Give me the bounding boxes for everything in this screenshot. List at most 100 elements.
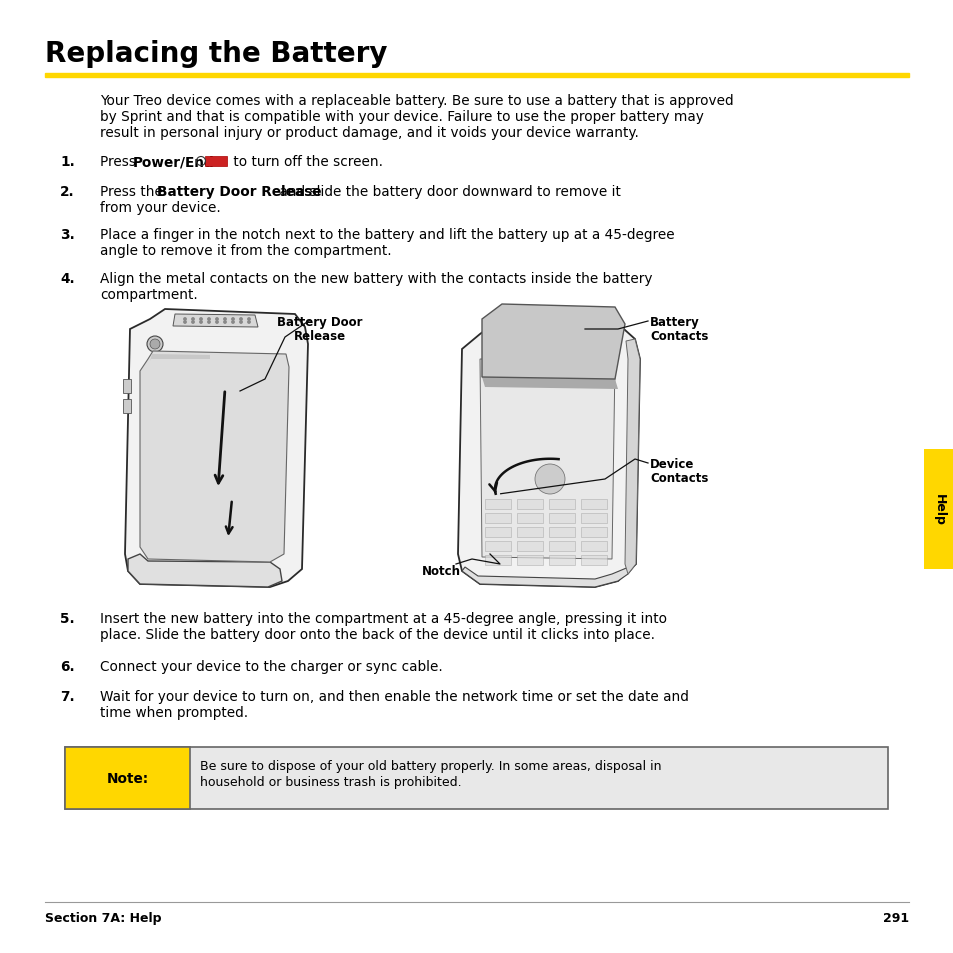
Bar (517, 556, 542, 565)
Circle shape (548, 331, 551, 333)
Text: time when prompted.: time when prompted. (100, 705, 248, 720)
Text: 4.: 4. (60, 272, 75, 286)
Bar (205, 157, 227, 167)
Bar (484, 541, 511, 552)
Text: Section 7A: Help: Section 7A: Help (45, 911, 161, 924)
Circle shape (208, 321, 210, 324)
Circle shape (580, 328, 582, 330)
Circle shape (532, 331, 535, 333)
Text: Battery: Battery (649, 315, 699, 329)
Text: to turn off the screen.: to turn off the screen. (229, 154, 382, 169)
Bar (123, 399, 131, 414)
Bar (484, 556, 511, 565)
Bar (548, 541, 575, 552)
Circle shape (248, 318, 250, 321)
Bar (580, 527, 606, 537)
Circle shape (564, 331, 567, 333)
Bar (45, 74, 908, 77)
Text: Contacts: Contacts (649, 330, 708, 343)
Circle shape (150, 339, 160, 350)
Bar (484, 527, 511, 537)
Bar (548, 556, 575, 565)
Circle shape (184, 321, 186, 324)
Circle shape (557, 328, 558, 330)
Text: Battery Door Release: Battery Door Release (157, 185, 321, 199)
Polygon shape (150, 355, 210, 361)
Circle shape (572, 328, 575, 330)
Text: Wait for your device to turn on, and then enable the network time or set the dat: Wait for your device to turn on, and the… (100, 689, 688, 703)
Text: Battery Door: Battery Door (277, 315, 362, 329)
Text: and slide the battery door downward to remove it: and slide the battery door downward to r… (274, 185, 620, 199)
Text: Place a finger in the notch next to the battery and lift the battery up at a 45-: Place a finger in the notch next to the … (100, 228, 674, 242)
Text: 291: 291 (882, 911, 908, 924)
Text: Insert the new battery into the compartment at a 45-degree angle, pressing it in: Insert the new battery into the compartm… (100, 612, 666, 625)
Bar (517, 499, 542, 510)
Text: by Sprint and that is compatible with your device. Failure to use the proper bat: by Sprint and that is compatible with yo… (100, 110, 703, 124)
Text: 2.: 2. (60, 185, 75, 199)
Text: Note:: Note: (107, 771, 149, 785)
Circle shape (215, 318, 218, 321)
Text: angle to remove it from the compartment.: angle to remove it from the compartment. (100, 244, 392, 257)
Circle shape (239, 321, 242, 324)
Bar (123, 379, 131, 394)
Circle shape (232, 321, 233, 324)
Text: Release: Release (294, 330, 346, 343)
Polygon shape (140, 352, 289, 562)
Circle shape (548, 328, 551, 330)
Circle shape (540, 328, 542, 330)
Text: from your device.: from your device. (100, 201, 220, 214)
Circle shape (239, 318, 242, 321)
Bar (517, 527, 542, 537)
Circle shape (564, 328, 567, 330)
Circle shape (208, 318, 210, 321)
Polygon shape (481, 305, 624, 379)
Polygon shape (461, 564, 636, 587)
Circle shape (192, 321, 194, 324)
Polygon shape (507, 324, 592, 337)
Text: Your Treo device comes with a replaceable battery. Be sure to use a battery that: Your Treo device comes with a replaceabl… (100, 94, 733, 108)
Text: Be sure to dispose of your old battery properly. In some areas, disposal in: Be sure to dispose of your old battery p… (200, 760, 660, 772)
Text: 1.: 1. (60, 154, 75, 169)
Circle shape (199, 321, 202, 324)
Circle shape (557, 331, 558, 333)
Text: 3.: 3. (60, 228, 75, 242)
Text: Align the metal contacts on the new battery with the contacts inside the battery: Align the metal contacts on the new batt… (100, 272, 652, 286)
Circle shape (517, 331, 518, 333)
Text: Help: Help (931, 494, 944, 525)
Text: result in personal injury or product damage, and it voids your device warranty.: result in personal injury or product dam… (100, 126, 639, 140)
Bar (580, 556, 606, 565)
Text: Press the: Press the (100, 185, 167, 199)
Text: 6.: 6. (60, 659, 75, 673)
Bar (65, 747, 190, 809)
Bar (548, 514, 575, 523)
Polygon shape (128, 555, 282, 587)
Circle shape (524, 331, 527, 333)
Circle shape (572, 331, 575, 333)
Polygon shape (457, 319, 639, 587)
Circle shape (232, 318, 233, 321)
Polygon shape (624, 339, 639, 575)
Circle shape (580, 331, 582, 333)
Text: place. Slide the battery door onto the back of the device until it clicks into p: place. Slide the battery door onto the b… (100, 627, 655, 641)
Circle shape (540, 331, 542, 333)
Text: Contacts: Contacts (649, 472, 708, 484)
Text: household or business trash is prohibited.: household or business trash is prohibite… (200, 775, 461, 788)
Circle shape (532, 328, 535, 330)
Circle shape (184, 318, 186, 321)
Text: 5.: 5. (60, 612, 75, 625)
Circle shape (199, 318, 202, 321)
Circle shape (248, 321, 250, 324)
Polygon shape (479, 359, 615, 559)
Bar (484, 499, 511, 510)
Circle shape (147, 336, 163, 353)
Text: compartment.: compartment. (100, 288, 197, 302)
Circle shape (517, 328, 518, 330)
Bar (548, 527, 575, 537)
Text: Press: Press (100, 154, 140, 169)
Bar (517, 514, 542, 523)
Bar (580, 499, 606, 510)
Bar (484, 514, 511, 523)
Circle shape (192, 318, 194, 321)
Bar (65, 747, 887, 809)
Bar (517, 541, 542, 552)
